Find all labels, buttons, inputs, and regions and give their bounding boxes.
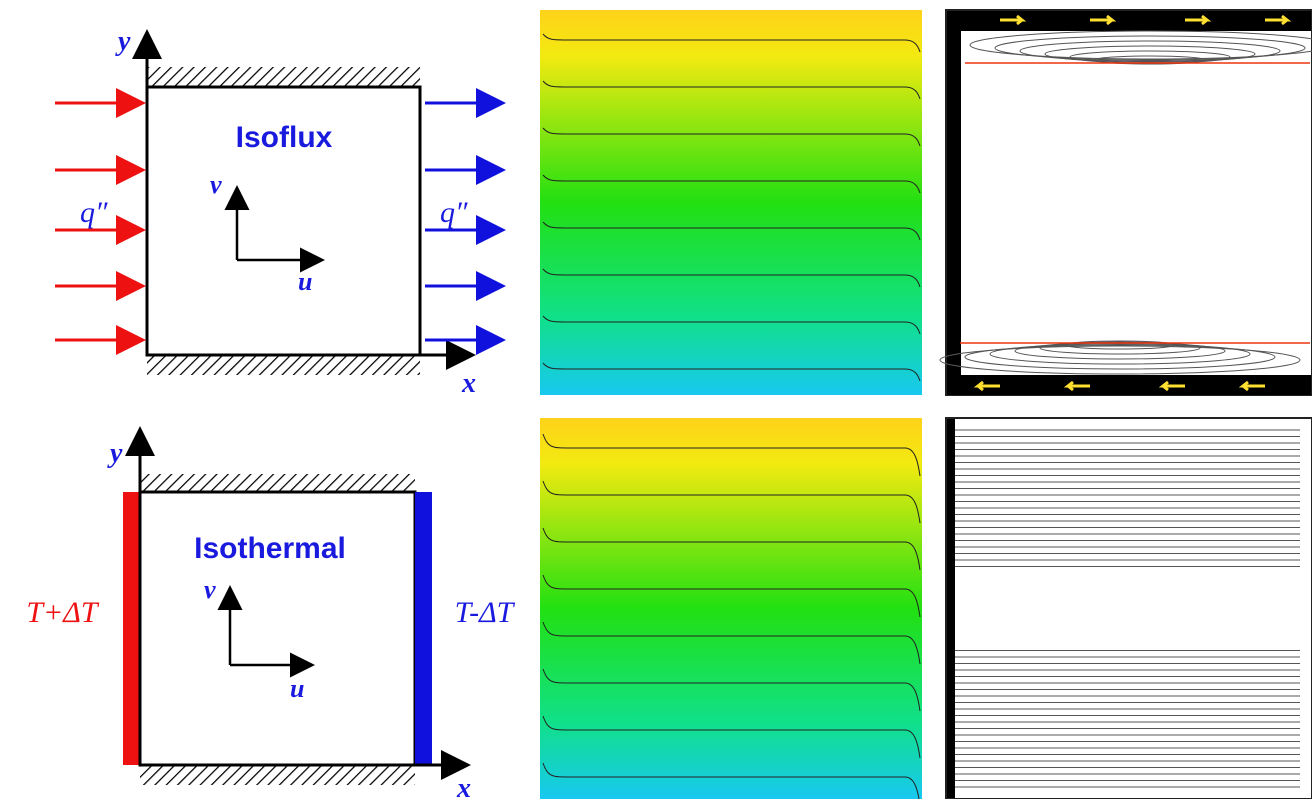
body: Isoflux y x v u q″ q″ Isothermal y x v u… bbox=[0, 0, 1312, 799]
streamline-plot bbox=[946, 10, 1312, 395]
hot-wall bbox=[123, 492, 140, 765]
wall-jet bbox=[947, 11, 961, 395]
temperature-contour bbox=[540, 418, 922, 799]
axis-label: x bbox=[456, 773, 471, 799]
axis-label: y bbox=[107, 438, 123, 469]
temperature-label: T+ΔT bbox=[26, 596, 100, 629]
velocity-label: u bbox=[298, 267, 312, 296]
velocity-label: v bbox=[210, 170, 222, 199]
page: Isoflux and isothermal cavity {"panels":… bbox=[0, 0, 1312, 799]
axis-label: x bbox=[461, 368, 476, 399]
hatch bbox=[140, 474, 415, 492]
wall-jet bbox=[947, 419, 955, 798]
panel-title: Isothermal bbox=[194, 532, 346, 565]
figure: Isoflux y x v u q″ q″ Isothermal y x v u… bbox=[0, 0, 1312, 799]
isothermal-diagram: Isothermal y x v u T+ΔT T-ΔT bbox=[26, 432, 515, 799]
temperature-contour bbox=[540, 10, 922, 395]
velocity-label: v bbox=[204, 575, 216, 604]
hatch bbox=[147, 67, 420, 87]
temperature-label: T-ΔT bbox=[455, 596, 516, 629]
cold-wall bbox=[415, 492, 432, 765]
velocity-label: u bbox=[290, 674, 304, 703]
hatch bbox=[140, 765, 415, 785]
flux-label: q″ bbox=[440, 196, 468, 229]
panel-title: Isoflux bbox=[236, 121, 333, 154]
isoflux-diagram: Isoflux y x v u q″ q″ bbox=[55, 26, 500, 399]
hatch bbox=[147, 355, 420, 375]
axis-label: y bbox=[115, 26, 131, 57]
flux-label: q″ bbox=[80, 196, 108, 229]
